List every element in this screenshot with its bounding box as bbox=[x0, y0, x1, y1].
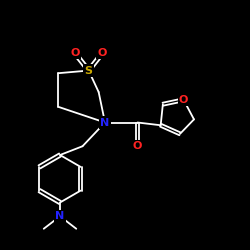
Text: O: O bbox=[98, 48, 107, 58]
Text: S: S bbox=[84, 66, 92, 76]
Text: O: O bbox=[70, 48, 80, 58]
Text: O: O bbox=[179, 95, 188, 105]
Text: N: N bbox=[100, 118, 110, 128]
Text: O: O bbox=[133, 141, 142, 151]
Text: N: N bbox=[56, 211, 64, 221]
